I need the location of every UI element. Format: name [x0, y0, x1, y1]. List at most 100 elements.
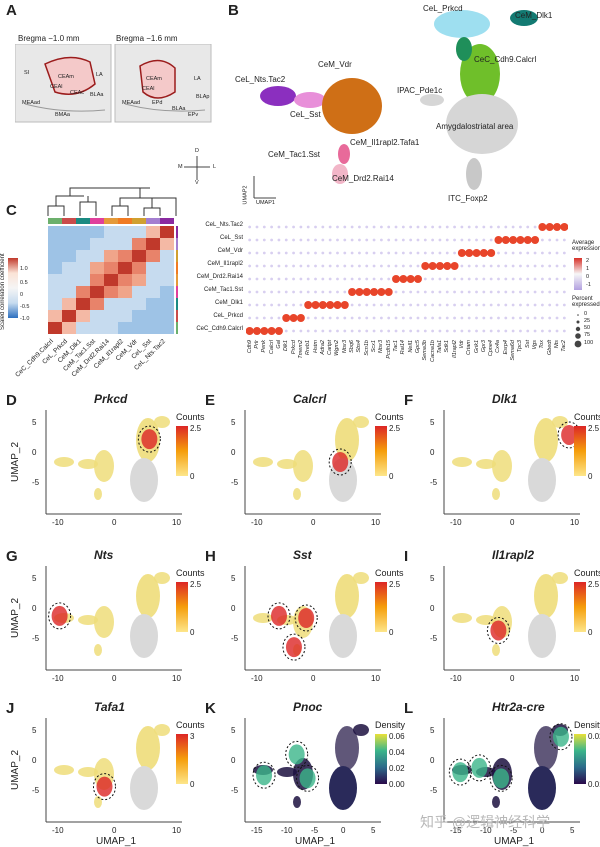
region-ceal-left: CEAl: [50, 84, 63, 90]
dotplot-dot: [292, 329, 295, 333]
dotplot-dot: [289, 314, 298, 322]
panel-b-letter: B: [228, 2, 239, 19]
label-cem-dlk1: CeM_Dlk1: [515, 11, 553, 20]
dotplot-dot: [467, 303, 471, 307]
heatmap-cell: [146, 298, 160, 310]
dotplot-dot: [387, 303, 391, 307]
dotplot-dot: [277, 316, 281, 320]
dotplot-dot: [336, 316, 339, 320]
pct-75: 75: [584, 332, 591, 338]
dotplot-dot: [372, 238, 376, 242]
dotplot-dot: [504, 290, 508, 294]
dotplot-dot: [555, 316, 559, 320]
pct-50: 50: [584, 325, 591, 331]
heatmap-cell: [48, 322, 62, 334]
heatmap-cell: [76, 310, 90, 322]
dotplot-dot: [270, 277, 274, 281]
y-tick: 5: [231, 574, 236, 583]
dotplot-dot: [277, 238, 281, 242]
scale-tick-4: -0.5: [20, 304, 30, 310]
dotplot-dot: [394, 238, 398, 242]
dotplot-dot: [438, 290, 442, 294]
dotplot-dot: [358, 303, 361, 307]
label-cel-sst: CeL_Sst: [290, 110, 321, 119]
dotplot-dot: [538, 223, 547, 231]
heatmap-cell: [104, 310, 118, 322]
heatmap-col-color: [118, 218, 132, 224]
dotplot-dot: [296, 314, 305, 322]
dotplot-dot: [438, 225, 442, 229]
dotplot-dot: [435, 262, 444, 270]
y-tick: 5: [430, 726, 435, 735]
dotplot-gene-label: Gpr3: [480, 340, 487, 353]
dotplot-dot: [292, 238, 295, 242]
dotplot-dot: [384, 288, 393, 296]
dotplot-dot: [409, 238, 413, 242]
dotplot-row-label: CeM_Vdr: [217, 248, 243, 254]
dotplot-dot: [438, 316, 442, 320]
dotplot-gene-label: Tox: [539, 340, 546, 349]
dotplot-dot: [504, 225, 508, 229]
dotplot-dot: [475, 277, 478, 281]
heatmap-cell: [62, 310, 76, 322]
dotplot-dot: [475, 225, 478, 229]
dotplot: [246, 223, 568, 335]
dotplot-dot: [497, 303, 500, 307]
region-ceam-right: CEAm: [146, 76, 162, 82]
x-tick: 10: [371, 518, 380, 527]
dotplot-dot: [504, 264, 508, 268]
heatmap-cell: [90, 238, 104, 250]
heatmap-cell: [48, 238, 62, 250]
dotplot-dot: [482, 303, 486, 307]
dotplot-dot: [262, 316, 266, 320]
dotplot-dot: [519, 225, 522, 229]
dotplot-dot: [274, 327, 283, 335]
avg-tick-1: 2: [586, 258, 590, 264]
heatmap-x-labels: CeC_Cdh9.Calcrl CeL_Prkcd CeM_Dlk1 CeM_Tac1…: [14, 338, 180, 388]
dotplot-dot: [562, 251, 566, 255]
dotplot-dot: [526, 329, 530, 333]
dotplot-dot: [497, 264, 500, 268]
dotplot-dot: [553, 223, 562, 231]
dotplot-dot: [460, 316, 464, 320]
x-tick: -5: [510, 826, 518, 835]
x-tick: 0: [510, 518, 515, 527]
compass-l: L: [213, 164, 217, 170]
legend-title: Density: [375, 720, 406, 730]
x-tick: 10: [172, 826, 181, 835]
dotplot-dot: [336, 251, 339, 255]
dotplot-dot: [299, 238, 303, 242]
dotplot-dot: [482, 290, 486, 294]
x-tick: 10: [570, 674, 579, 683]
heatmap-cell: [62, 262, 76, 274]
dotplot-dot: [314, 264, 317, 268]
heatmap-cell: [118, 238, 132, 250]
panel-letter: G: [6, 548, 18, 565]
dotplot-dot: [416, 290, 420, 294]
panel-letter: K: [205, 700, 216, 717]
dotplot-dot: [299, 277, 303, 281]
dotplot-dot: [270, 303, 274, 307]
heatmap-cell: [104, 226, 118, 238]
heatmap-row-color: [176, 286, 178, 298]
heatmap-cell: [132, 322, 146, 334]
heatmap-cell: [160, 298, 174, 310]
legend-title: Counts: [375, 568, 404, 578]
dotplot-gene-label: Rai14: [400, 340, 407, 355]
heatmap-cell: [160, 262, 174, 274]
dotplot-gene-label: Rreb1: [305, 340, 312, 355]
dotplot-dot: [365, 303, 369, 307]
y-tick: -5: [32, 478, 40, 487]
dotplot-dot: [399, 275, 408, 283]
heatmap-cell: [62, 286, 76, 298]
legend-min: 0: [389, 472, 394, 481]
dotplot-dot: [467, 290, 471, 294]
dotplot-dot: [526, 316, 530, 320]
dotplot-dot: [533, 290, 537, 294]
legend-tick: 0.01: [588, 780, 600, 789]
dotplot-gene-label: Sema6d: [510, 340, 517, 361]
dotplot-dot: [270, 316, 274, 320]
dotplot-dot: [358, 329, 361, 333]
dotplot-dot: [504, 251, 508, 255]
correlation-heatmap: [48, 218, 178, 334]
